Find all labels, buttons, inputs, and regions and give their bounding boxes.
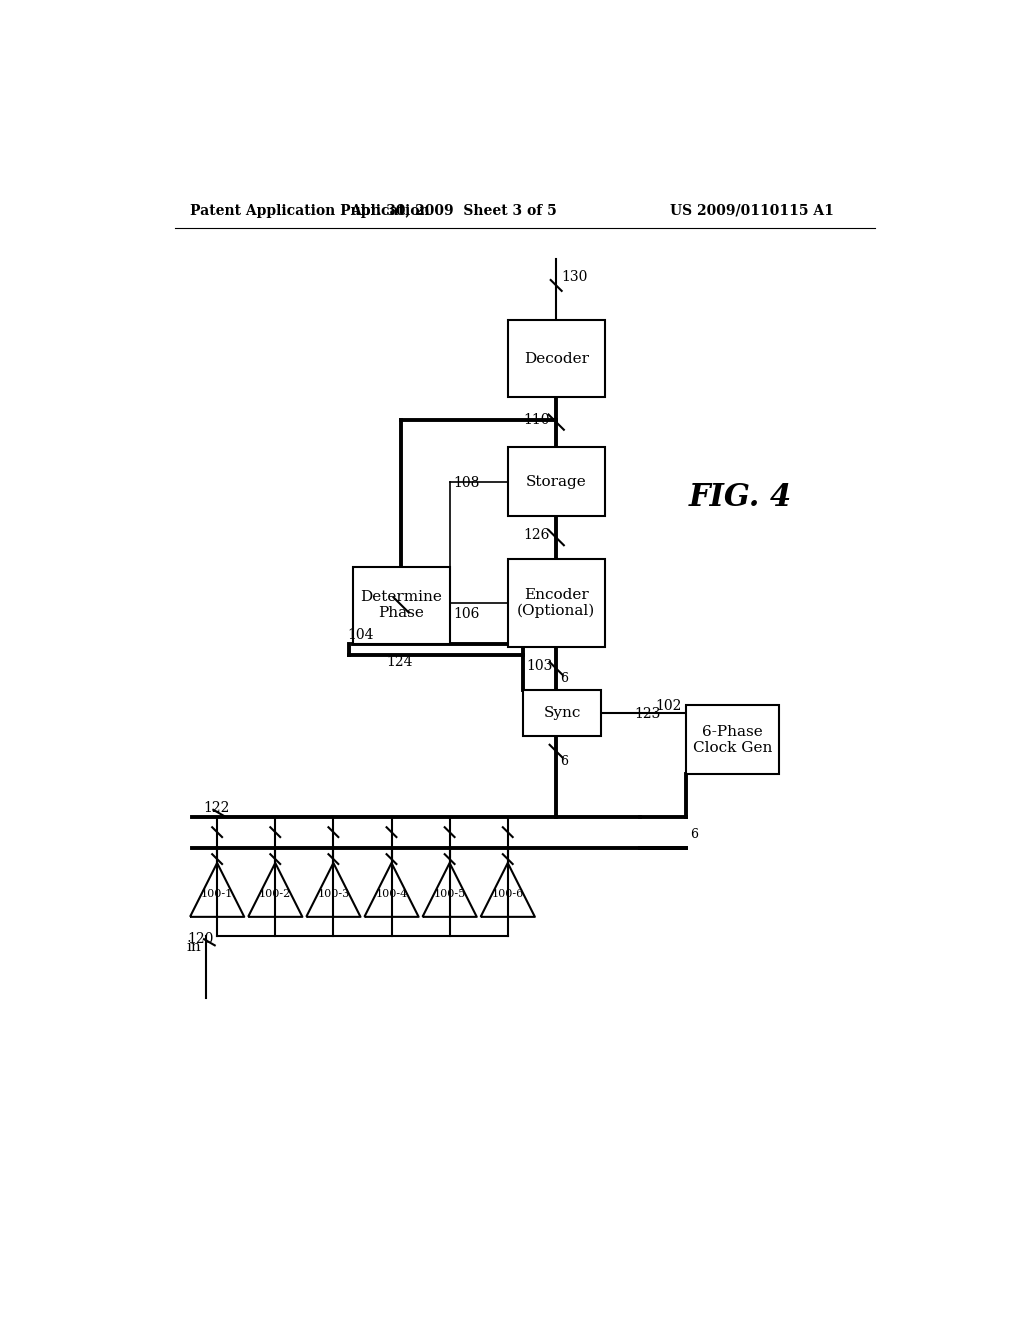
Text: 126: 126 [523,528,550,543]
Text: Patent Application Publication: Patent Application Publication [190,203,430,218]
Text: in: in [186,940,202,954]
Text: 120: 120 [186,932,213,946]
Text: 122: 122 [203,801,229,816]
Text: 110: 110 [523,413,550,426]
Text: Storage: Storage [525,475,587,488]
Text: Decoder: Decoder [523,351,589,366]
Text: Determine
Phase: Determine Phase [360,590,442,620]
Text: 100-6: 100-6 [492,888,524,899]
Text: 130: 130 [561,271,587,284]
Text: Sync: Sync [544,706,581,719]
Text: 100-4: 100-4 [376,888,408,899]
Text: 6-Phase
Clock Gen: 6-Phase Clock Gen [693,725,772,755]
Text: 100-1: 100-1 [201,888,233,899]
Bar [523,689,601,737]
Text: 124: 124 [386,655,413,669]
Text: 100-2: 100-2 [259,888,292,899]
Text: 102: 102 [655,700,682,713]
Text: Encoder
(Optional): Encoder (Optional) [517,587,595,618]
Text: US 2009/0110115 A1: US 2009/0110115 A1 [671,203,835,218]
Text: 103: 103 [526,659,552,673]
Text: FIG. 4: FIG. 4 [688,482,792,512]
Bar [352,566,450,644]
Text: 123: 123 [634,706,660,721]
Text: Apr. 30, 2009  Sheet 3 of 5: Apr. 30, 2009 Sheet 3 of 5 [350,203,557,218]
Text: 6: 6 [560,755,568,768]
Bar [508,321,604,397]
Text: 108: 108 [454,475,480,490]
Text: 104: 104 [347,628,374,642]
Bar [508,447,604,516]
Text: 100-3: 100-3 [317,888,349,899]
Text: 106: 106 [454,607,480,620]
Bar [686,705,779,775]
Text: 6: 6 [560,672,568,685]
Bar [508,558,604,647]
Text: 6: 6 [690,829,698,841]
Text: 100-5: 100-5 [433,888,466,899]
